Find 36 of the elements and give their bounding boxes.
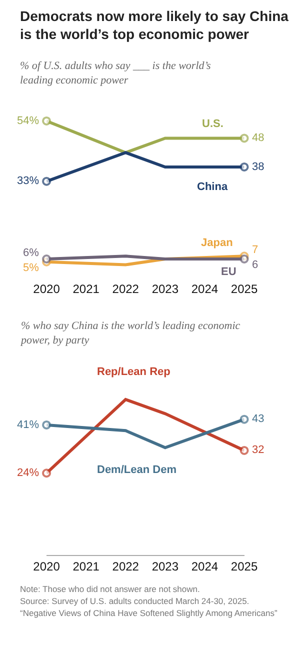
x-tick-label: 2023 xyxy=(152,282,179,296)
chart-subtitle: % who say China is the world’s leading economic power, by party xyxy=(20,320,240,346)
data-label: 5% xyxy=(23,262,40,274)
source-note: Source: Survey of U.S. adults conducted March 24-30, 2025. xyxy=(20,596,250,606)
text: Note: Those who did not answer are not shown. xyxy=(20,584,200,594)
data-label: 54% xyxy=(17,115,40,127)
x-tick-label: 2020 xyxy=(33,282,60,296)
x-tick-label: 2024 xyxy=(191,282,218,296)
data-label: 7 xyxy=(252,244,258,256)
data-label: 33% xyxy=(17,175,40,187)
x-tick-label: 2021 xyxy=(72,282,100,296)
series-label: Dem/Lean Dem xyxy=(97,464,177,476)
x-tick-label: 2025 xyxy=(230,282,258,296)
text: Rep/Lean Rep xyxy=(97,366,171,378)
data-label: 32 xyxy=(252,444,264,456)
x-tick-label: 2021 xyxy=(72,559,100,574)
data-label: 48 xyxy=(252,132,264,144)
data-label: 43 xyxy=(252,413,264,425)
x-tick-label: 2023 xyxy=(152,559,179,574)
chart-title: Democrats now more likely to say China is the world’s top economic power xyxy=(20,8,289,42)
series-label: Japan xyxy=(201,237,234,249)
chart-subtitle: % of U.S. adults who say ___ is the world’s leading economic power xyxy=(20,60,211,86)
x-tick-label: 2022 xyxy=(112,282,140,296)
x-tick-label: 2022 xyxy=(112,559,140,574)
x-tick-label: 2020 xyxy=(33,559,60,574)
text: “Negative Views of China Have Softened Slightly Among Americans” xyxy=(20,608,278,618)
data-label: 6% xyxy=(23,247,40,259)
data-label: 41% xyxy=(17,419,40,431)
x-tick-label: 2024 xyxy=(191,559,218,574)
series-label: U.S. xyxy=(202,118,224,130)
data-label: 24% xyxy=(17,467,40,479)
series-label: EU xyxy=(221,266,236,278)
data-label: 6 xyxy=(252,259,258,271)
data-label: 38 xyxy=(252,161,264,173)
x-tick-label: 2025 xyxy=(230,559,258,574)
series-label: China xyxy=(197,181,228,193)
